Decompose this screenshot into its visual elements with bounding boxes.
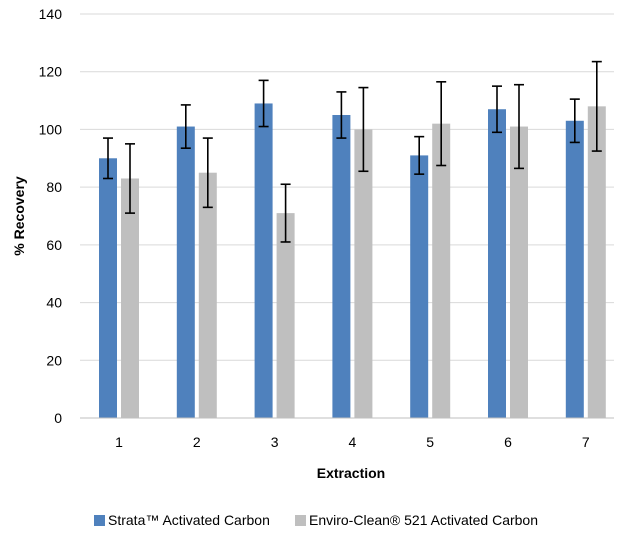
- bar-series1-cat4: [332, 115, 351, 418]
- bar-series1-cat7: [565, 120, 584, 419]
- y-tick-label-120: 120: [39, 64, 63, 80]
- y-axis-title: % Recovery: [11, 176, 27, 256]
- y-tick-label-40: 40: [46, 295, 62, 311]
- legend-label-enviro-clean: Enviro-Clean® 521 Activated Carbon: [309, 512, 538, 528]
- y-tick-label-100: 100: [39, 121, 63, 137]
- x-tick-label-2: 2: [193, 434, 201, 450]
- x-tick-label-3: 3: [271, 434, 279, 450]
- x-axis-title: Extraction: [317, 465, 385, 481]
- bar-series2-cat4: [354, 129, 373, 418]
- axes: 0 20 40 60 80 100 120 140 1 2 3 4 5 6 7: [39, 6, 614, 450]
- y-tick-label-20: 20: [46, 352, 62, 368]
- legend-swatch-strata: [94, 515, 105, 526]
- x-tick-label-5: 5: [426, 434, 434, 450]
- bar-series2-cat7: [587, 106, 606, 418]
- bar-series1-cat5: [410, 155, 429, 418]
- legend-swatch-enviro-clean: [295, 515, 306, 526]
- x-tick-label-7: 7: [582, 434, 590, 450]
- x-tick-label-4: 4: [349, 434, 357, 450]
- bar-series1-cat2: [176, 126, 195, 419]
- bar-series1-cat6: [488, 109, 506, 418]
- bar-series1-cat3: [254, 103, 273, 418]
- y-tick-label-80: 80: [46, 179, 62, 195]
- bar-series2-cat2: [198, 172, 217, 418]
- legend: Strata™ Activated Carbon Enviro-Clean® 5…: [94, 512, 538, 528]
- bar-series2-cat5: [432, 123, 451, 419]
- y-tick-label-140: 140: [39, 6, 63, 22]
- legend-label-strata: Strata™ Activated Carbon: [108, 512, 270, 528]
- x-tick-label-1: 1: [115, 434, 123, 450]
- x-tick-label-6: 6: [504, 434, 512, 450]
- bar-series2-cat3: [276, 213, 295, 418]
- bar-series2-cat6: [510, 126, 528, 419]
- bar-series2-cat1: [121, 178, 139, 418]
- bar-series1-cat1: [99, 158, 117, 419]
- error-bars: [103, 60, 602, 243]
- y-tick-label-0: 0: [54, 410, 62, 426]
- bars: [99, 103, 606, 419]
- y-tick-label-60: 60: [46, 237, 62, 253]
